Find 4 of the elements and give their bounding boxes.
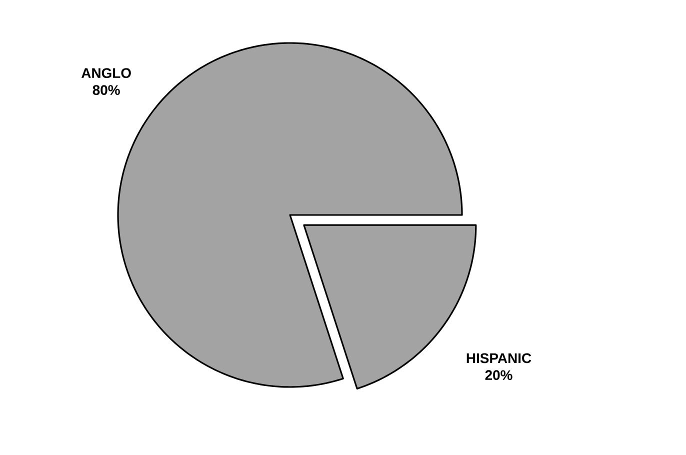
slice-label: ANGLO: [81, 68, 131, 78]
data-label: 80%: [92, 85, 120, 95]
data-label: 20%: [485, 370, 512, 380]
slice-label: HISPANIC: [466, 353, 532, 364]
